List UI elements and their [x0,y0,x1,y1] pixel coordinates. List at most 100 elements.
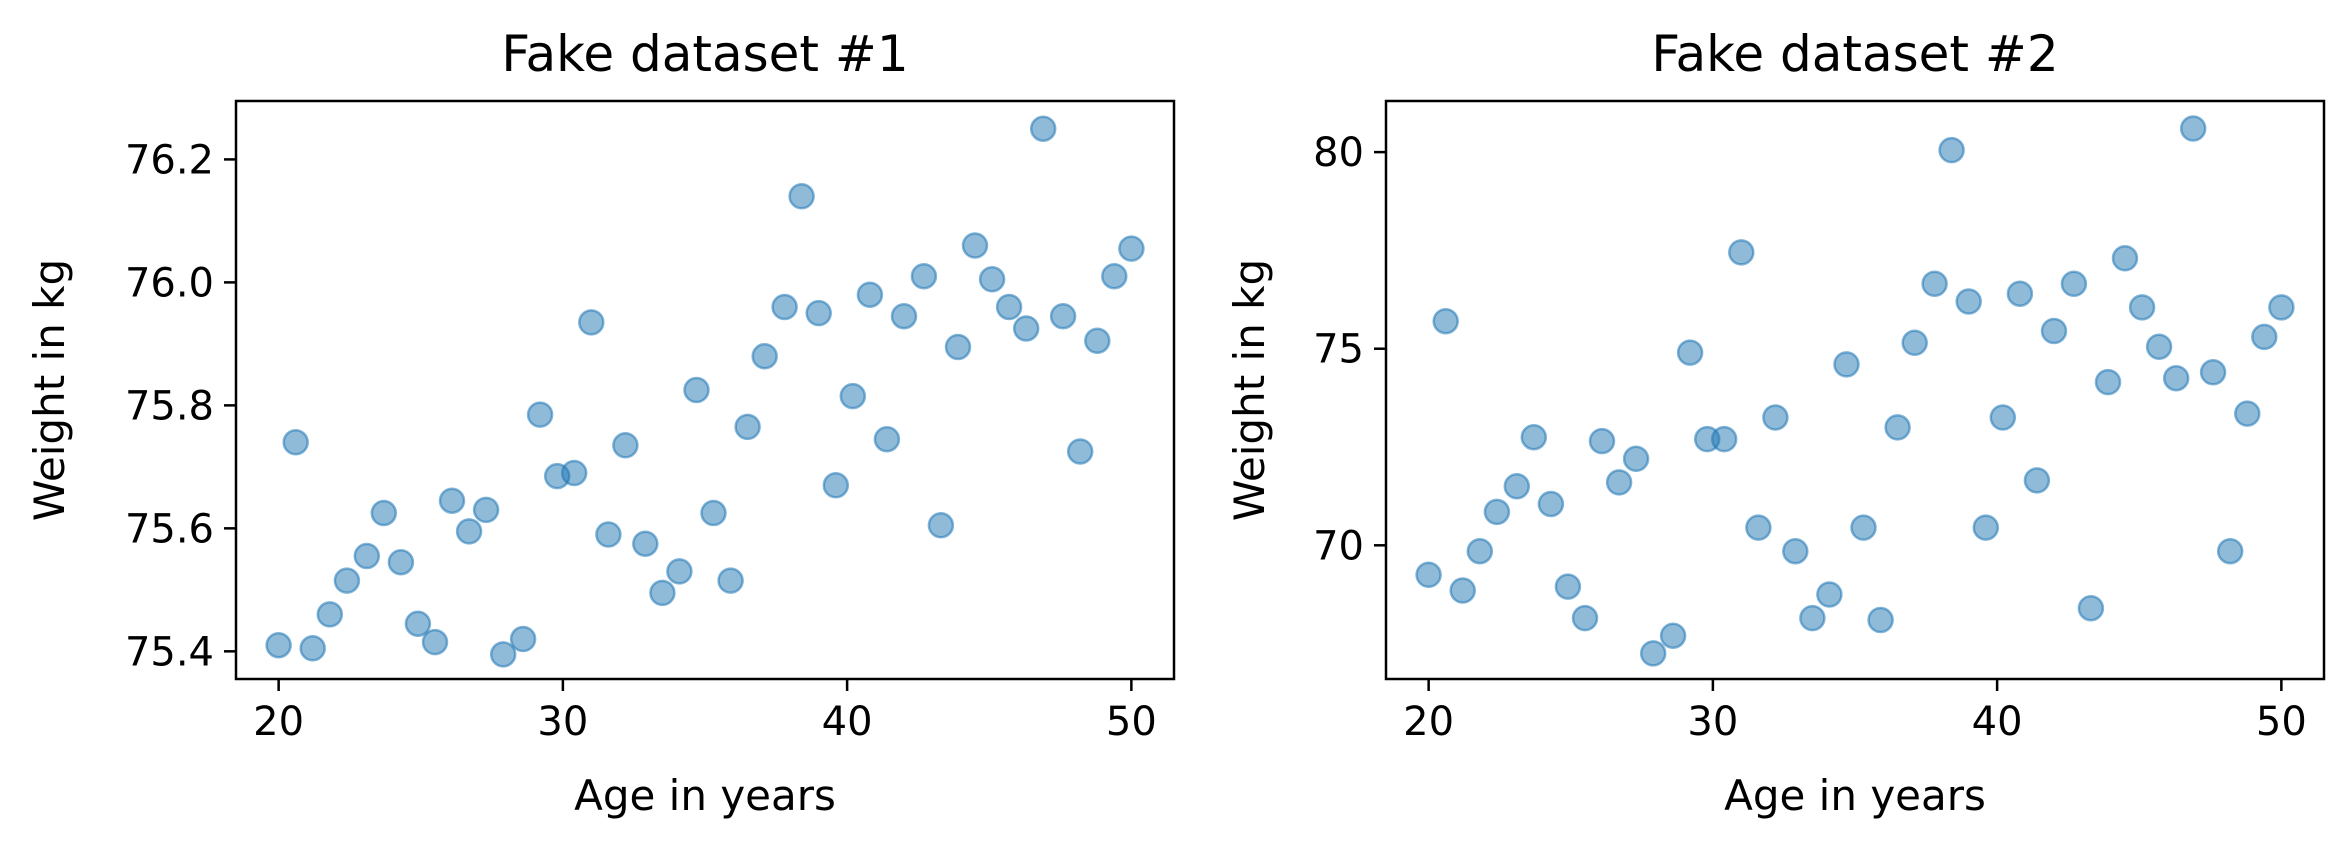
data-point [771,293,798,321]
data-point [1972,514,2000,541]
data-point [560,459,588,487]
data-point [839,382,867,410]
data-point [1799,604,1826,632]
data-point [1483,498,1511,526]
data-point [1938,136,1965,164]
data-point [805,299,832,327]
data-point [2040,317,2068,345]
data-point [666,558,693,585]
data-point [2006,280,2034,307]
data-point [1503,473,1531,500]
data-point [944,333,972,361]
data-point [370,499,398,527]
data-point [1921,270,1948,298]
data-points [265,115,1145,668]
data-point [2216,537,2244,565]
data-point [1639,640,1667,667]
data-point [632,530,659,557]
data-point [1415,561,1442,589]
data-point [856,281,884,308]
data-point [1901,329,1928,357]
data-point [282,429,309,456]
data-point [1955,288,1982,315]
data-point [1066,438,1094,465]
data-points [1415,115,2295,667]
x-axis-label: Age in years [1724,771,1986,820]
data-point [509,625,537,653]
scatter-chart-1: Fake dataset #1 20 30 40 50 75.4 75.6 75.8 76.… [25,25,1176,820]
data-point [299,635,326,662]
data-point [1588,427,1616,455]
data-point [1762,404,1789,431]
y-tick-label: 80 [1313,130,1364,176]
y-tick-label: 75.6 [125,506,214,552]
data-point [927,512,955,539]
data-point [1520,423,1548,451]
data-point [717,567,744,594]
data-point [734,413,761,441]
y-axis-ticks: 75.4 75.6 75.8 76.0 76.2 [125,137,236,675]
data-point [1049,302,1077,330]
data-point [2023,467,2051,494]
data-point [2111,245,2139,272]
data-point [995,293,1023,321]
plot-frame [234,99,1176,681]
data-point [1449,577,1476,604]
data-point [1029,115,1057,142]
x-tick-label: 20 [1403,699,1454,745]
data-point [489,641,517,668]
data-point [1816,581,1843,608]
data-point [578,309,605,336]
data-point [2145,333,2173,360]
data-point [873,425,901,453]
data-point [404,610,432,637]
data-point [751,342,778,370]
y-tick-label: 75.4 [125,629,214,675]
data-point [316,601,344,628]
data-point [2179,115,2207,142]
chart-title: Fake dataset #2 [1651,25,2058,83]
y-tick-label: 75.8 [125,383,214,429]
data-point [1659,622,1687,649]
data-point [822,472,850,499]
data-point [2128,294,2156,321]
x-tick-label: 50 [1106,699,1157,745]
data-point [1728,239,1755,266]
data-point [612,432,639,459]
data-point [1554,573,1582,600]
data-point [1012,315,1040,342]
data-point [1622,445,1650,473]
x-tick-label: 30 [1687,699,1738,745]
data-point [2077,594,2105,622]
x-tick-label: 30 [537,699,588,745]
data-point [1850,514,1877,541]
data-point [1537,490,1565,518]
y-axis-label: Weight in kg [25,259,74,521]
data-point [526,401,554,428]
y-tick-label: 76.2 [125,137,214,183]
data-point [1466,537,1494,565]
scatter-chart-2: Fake dataset #2 20 30 40 50 70 75 80 Age in y… [1225,25,2326,820]
data-point [1101,262,1128,290]
x-tick-label: 40 [822,699,873,745]
data-point [472,496,500,524]
data-point [1867,606,1894,634]
data-point [1084,327,1111,355]
data-point [455,518,483,545]
x-axis-ticks: 20 30 40 50 [1403,679,2307,745]
data-point [1710,425,1738,453]
data-point [1571,604,1599,632]
x-axis-ticks: 20 30 40 50 [253,679,1157,745]
data-point [1118,235,1145,262]
y-tick-label: 70 [1313,523,1364,569]
data-point [2060,270,2088,298]
data-point [1605,469,1633,496]
data-point [421,628,449,656]
data-point [1833,351,1860,378]
data-point [961,232,989,259]
data-point [1989,404,2017,431]
data-point [2268,294,2295,321]
data-point [2251,323,2278,351]
y-tick-label: 75 [1313,327,1364,373]
